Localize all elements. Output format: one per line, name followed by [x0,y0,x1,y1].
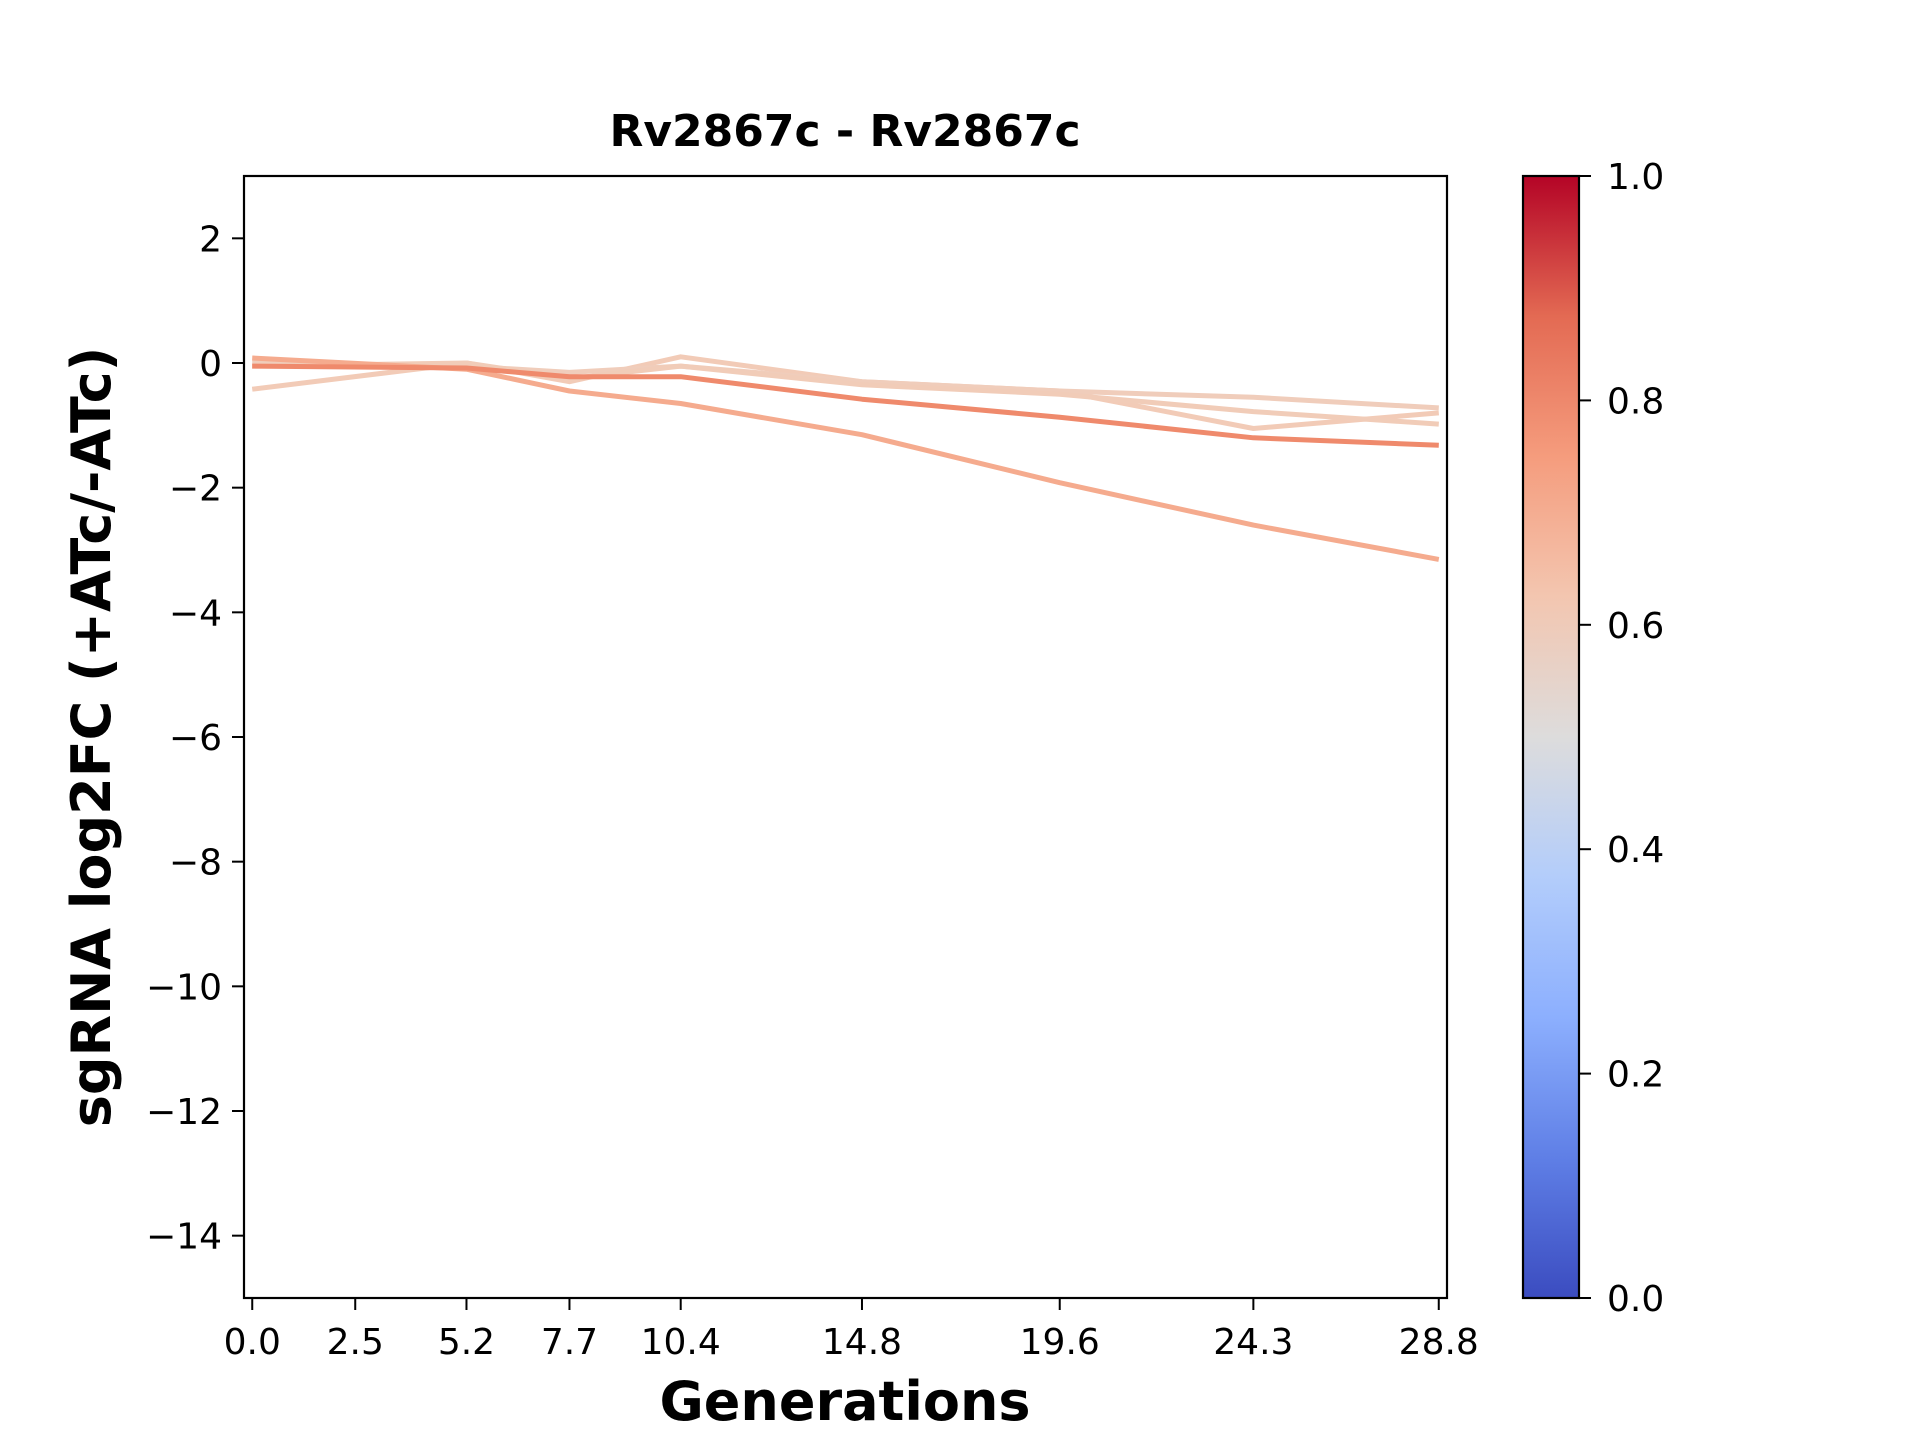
y-axis: 2 0 −2 −4 −6 −8 −10 −12 −14 [146,219,244,1258]
y-tick-label: −6 [169,718,222,759]
colorbar: 0.0 0.2 0.4 0.6 0.8 1.0 [1521,157,1664,1320]
y-tick-label: −10 [146,967,222,1008]
x-axis: 0.0 2.5 5.2 7.7 10.4 14.8 19.6 24.3 28.8 [224,1298,1479,1363]
colorbar-tick-label: 0.0 [1607,1279,1664,1320]
chart-title: Rv2867c - Rv2867c [609,106,1080,157]
y-tick-label: −4 [169,593,222,634]
y-tick-label: −14 [146,1217,222,1258]
y-tick-label: 0 [199,344,222,385]
x-tick-label: 5.2 [438,1322,495,1363]
colorbar-tick-label: 1.0 [1607,157,1664,198]
plot-frame [242,174,1449,1300]
x-tick-label: 10.4 [641,1322,721,1363]
colorbar-ticks: 0.0 0.2 0.4 0.6 0.8 1.0 [1579,157,1664,1320]
y-tick-label: −8 [169,843,222,884]
colorbar-gradient [1521,174,1581,1300]
x-tick-label: 7.7 [541,1322,598,1363]
x-tick-label: 14.8 [822,1322,902,1363]
y-tick-label: −12 [146,1092,222,1133]
series-line-5 [252,363,1439,448]
x-tick-label: 0.0 [224,1322,281,1363]
x-axis-label: Generations [659,1370,1030,1433]
x-tick-label: 24.3 [1213,1322,1293,1363]
series-line-3 [252,360,1439,427]
series-layer [251,354,1440,562]
y-tick-label: 2 [199,219,222,260]
colorbar-tick-label: 0.2 [1607,1055,1664,1096]
y-tick-label: −2 [169,469,222,510]
colorbar-tick-label: 0.8 [1607,381,1664,422]
series-line-4 [252,355,1440,562]
y-axis-label: sgRNA log2FC (+ATc/-ATc) [60,347,123,1128]
x-tick-label: 28.8 [1399,1322,1479,1363]
x-tick-label: 19.6 [1020,1322,1100,1363]
x-tick-label: 2.5 [327,1322,384,1363]
colorbar-tick-label: 0.4 [1607,830,1664,871]
colorbar-tick-label: 0.6 [1607,606,1664,647]
